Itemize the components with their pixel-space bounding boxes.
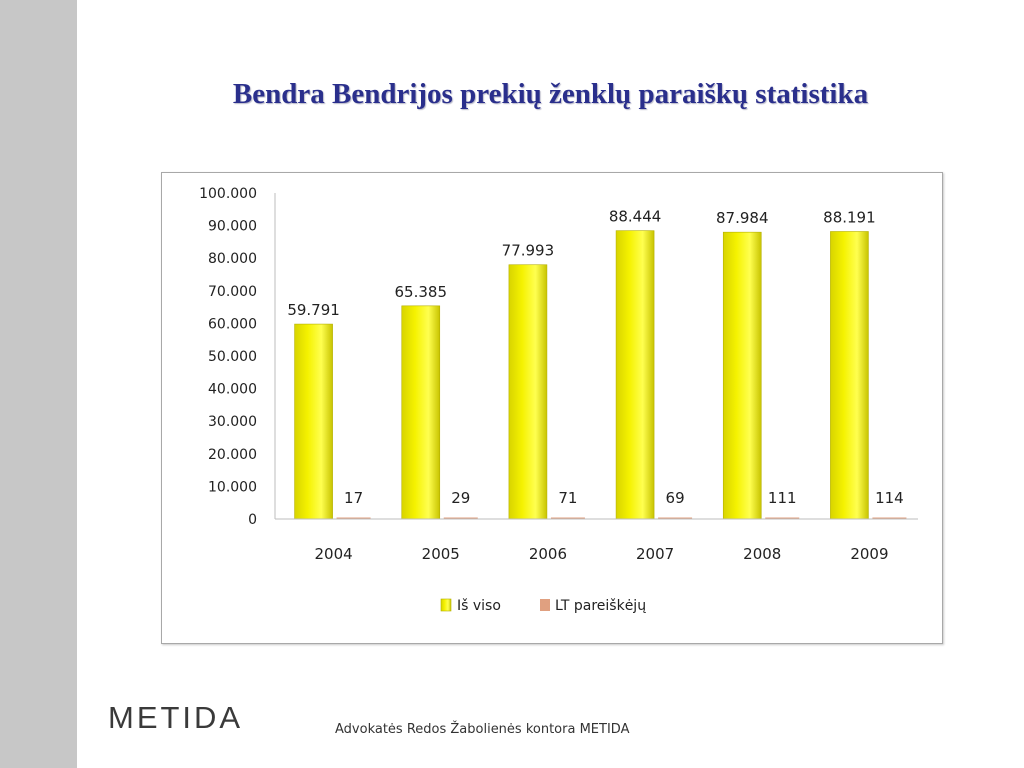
data-label-total: 87.984: [716, 209, 769, 227]
data-label-total: 59.791: [287, 301, 340, 319]
legend-label-total: Iš viso: [457, 598, 501, 614]
legend-label-lt: LT pareiškėjų: [555, 598, 646, 614]
bar-total: [615, 230, 655, 520]
y-tick-label: 70.000: [208, 284, 257, 300]
data-label-lt: 71: [558, 489, 577, 507]
bar-total: [401, 305, 441, 520]
y-tick-label: 80.000: [208, 251, 257, 267]
y-tick-label: 100.000: [199, 186, 257, 202]
y-tick-label: 40.000: [208, 382, 257, 398]
x-tick-label: 2007: [636, 545, 674, 563]
y-tick-label: 10.000: [208, 479, 257, 495]
bar-lt: [765, 517, 800, 519]
data-labels: 59.791 17 65.385 29 77.993 71 88.444 69 87.984 11…: [287, 208, 903, 507]
x-tick-label: 2005: [422, 545, 460, 563]
y-tick-label: 30.000: [208, 414, 257, 430]
data-label-total: 77.993: [502, 242, 554, 260]
x-tick-label: 2008: [743, 545, 781, 563]
bar-total: [830, 231, 869, 520]
bar-lt: [872, 517, 907, 519]
data-label-lt: 29: [451, 489, 470, 507]
data-label-total: 88.444: [609, 208, 662, 226]
y-tick-label: 0: [248, 512, 257, 528]
metida-logo: METIDA: [108, 700, 244, 735]
y-axis-ticks: 0 10.000 20.000 30.000 40.000 50.000 60.000 70.…: [199, 186, 257, 528]
legend-swatch-total: [440, 598, 452, 612]
data-label-total: 65.385: [395, 283, 448, 301]
x-tick-label: 2004: [314, 545, 352, 563]
x-tick-label: 2009: [850, 545, 888, 563]
x-axis-ticks: 2004 2005 2006 2007 2008 2009: [314, 545, 888, 563]
data-label-lt: 111: [768, 489, 797, 507]
bar-total: [294, 323, 333, 520]
bars: [294, 230, 907, 520]
chart-frame: 0 10.000 20.000 30.000 40.000 50.000 60.000 70.…: [161, 172, 943, 644]
data-label-lt: 114: [875, 489, 904, 507]
legend: Iš viso LT pareiškėjų: [440, 598, 646, 614]
footer-firm-name: Advokatės Redos Žabolienės kontora METID…: [335, 722, 630, 737]
x-tick-label: 2006: [529, 545, 567, 563]
slide-title: Bendra Bendrijos prekių ženklų paraiškų …: [232, 78, 869, 110]
y-tick-label: 50.000: [208, 349, 257, 365]
bar-total: [722, 231, 762, 520]
data-label-total: 88.191: [823, 208, 876, 226]
data-label-lt: 17: [344, 489, 363, 507]
bar-total: [508, 264, 548, 520]
y-tick-label: 60.000: [208, 316, 257, 332]
bar-chart: 0 10.000 20.000 30.000 40.000 50.000 60.000 70.…: [199, 186, 918, 614]
y-tick-label: 20.000: [208, 447, 257, 463]
side-band: [0, 0, 77, 768]
y-tick-label: 90.000: [208, 219, 257, 235]
bar-lt: [336, 517, 371, 519]
data-label-lt: 69: [666, 489, 685, 507]
bar-lt: [658, 517, 693, 519]
bar-lt: [550, 517, 585, 519]
legend-swatch-lt: [540, 599, 550, 611]
bar-lt: [443, 517, 478, 519]
